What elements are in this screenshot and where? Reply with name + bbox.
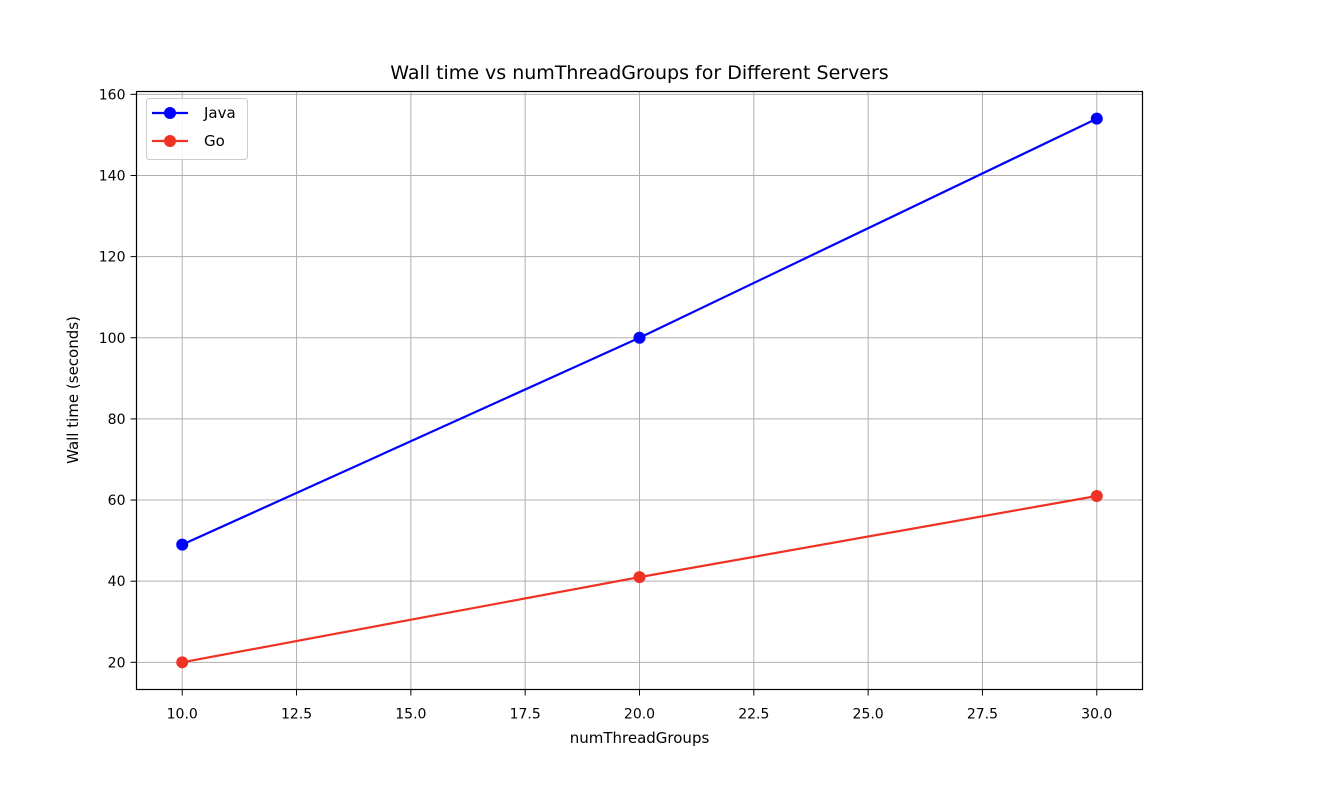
series-layer <box>176 112 1103 669</box>
x-tick-label: 20.0 <box>624 707 655 723</box>
legend-marker-java <box>164 107 176 119</box>
y-tick-label: 60 <box>108 493 126 509</box>
x-axis-ticks: 10.0 12.5 15.0 17.5 20.0 22.5 25.0 27.5 30.0 <box>167 689 1112 723</box>
y-tick-label: 160 <box>99 87 126 103</box>
grid-lines <box>136 91 1143 690</box>
data-point-go <box>176 656 189 669</box>
legend-label-go: Go <box>204 132 225 150</box>
x-tick-label: 25.0 <box>853 707 884 723</box>
y-tick-label: 120 <box>99 250 126 266</box>
y-tick-label: 80 <box>108 412 126 428</box>
chart-title: Wall time vs numThreadGroups for Differe… <box>390 62 888 84</box>
y-tick-label: 100 <box>99 331 126 347</box>
data-point-go <box>1090 489 1103 502</box>
y-tick-label: 40 <box>108 574 126 590</box>
x-axis-label: numThreadGroups <box>570 729 710 747</box>
x-tick-label: 12.5 <box>281 707 312 723</box>
y-axis-ticks: 20 40 60 80 100 120 140 160 <box>99 87 137 671</box>
x-tick-label: 27.5 <box>967 707 998 723</box>
data-point-java <box>633 331 646 344</box>
legend: Java Go <box>146 98 248 160</box>
x-tick-label: 15.0 <box>395 707 426 723</box>
y-tick-label: 140 <box>99 168 126 184</box>
legend-label-java: Java <box>203 104 236 122</box>
x-tick-label: 22.5 <box>738 707 769 723</box>
data-point-java <box>1090 112 1103 125</box>
legend-marker-go <box>164 135 176 147</box>
x-tick-label: 10.0 <box>167 707 198 723</box>
data-point-go <box>633 571 646 584</box>
x-tick-label: 30.0 <box>1081 707 1112 723</box>
data-point-java <box>176 538 189 551</box>
x-tick-label: 17.5 <box>510 707 541 723</box>
y-axis-label: Wall time (seconds) <box>64 316 82 464</box>
y-tick-label: 20 <box>108 655 126 671</box>
